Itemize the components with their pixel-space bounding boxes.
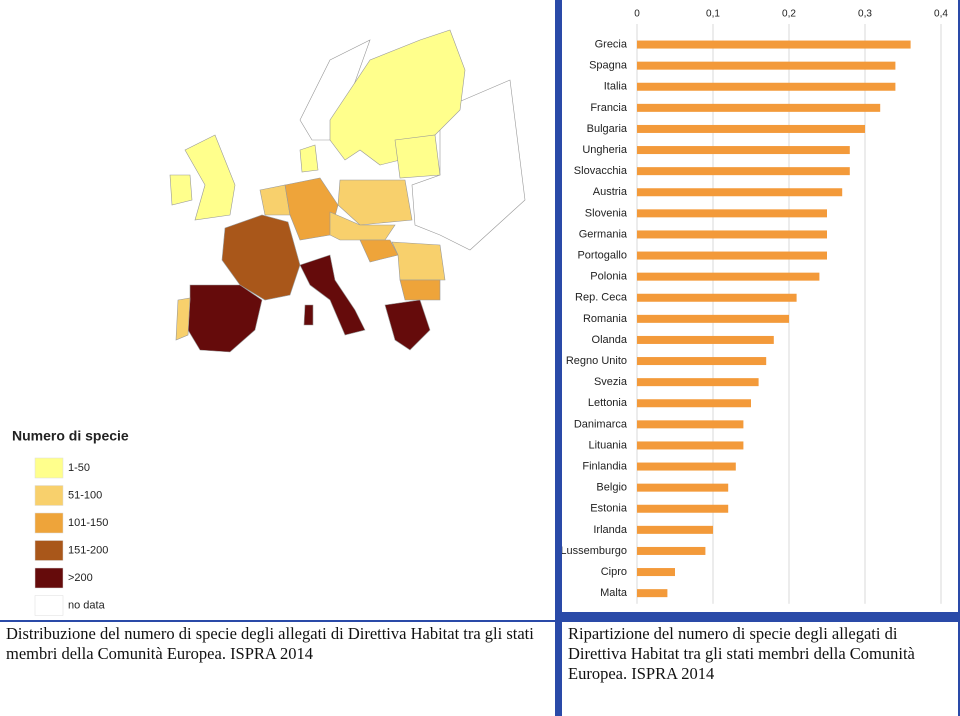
bar [637,546,706,555]
y-tick-label: Portogallo [577,249,627,261]
legend-label: 51-100 [68,489,102,501]
bar [637,589,668,598]
map: Numero di specie 1-50 51-100 101-150 151-20… [12,29,526,616]
y-tick-label: Finlandia [582,460,628,472]
x-tick-label: 0,3 [858,9,872,20]
bar [637,40,911,49]
y-tick-label: Germania [579,228,628,240]
bar [637,61,896,70]
y-tick-label: Lussemburgo [562,545,627,557]
caption: Ripartizione del numero di specie degli … [562,622,958,716]
y-tick-label: Slovacchia [574,165,628,177]
countries [169,29,526,353]
bar [637,103,881,112]
bar [637,525,713,534]
bar [637,146,850,155]
y-tick-label: Belgio [596,482,627,494]
y-tick-label: Polonia [590,271,628,283]
y-tick-label: Grecia [595,38,628,50]
bar [637,293,797,302]
y-tick-label: Cipro [601,566,627,578]
y-tick-label: Svezia [594,376,628,388]
y-tick-label: Spagna [589,60,628,72]
y-tick-label: Irlanda [593,524,628,536]
bar [637,378,759,387]
chart: 0 0,1 0,2 0,3 0,4 Grecia Spagna Italia Francia Bu… [560,9,948,604]
y-tick-label: Rep. Ceca [575,292,628,304]
legend-label: 101-150 [68,517,108,529]
y-tick-label: Ungheria [582,144,628,156]
y-tick-label: Austria [593,186,628,198]
legend-swatch [34,512,64,534]
bar [637,357,767,366]
y-tick-label: Romania [583,313,628,325]
bar [637,272,820,281]
x-tick-label: 0,2 [782,9,796,20]
bar [637,251,827,260]
country [399,279,441,301]
caption: Distribuzione del numero di specie degli… [0,622,555,716]
y-tick-label: Lituania [588,439,627,451]
y-tick-label: Malta [600,587,628,599]
x-tick-label: 0 [634,9,640,20]
y-tick-label: Regno Unito [566,355,627,367]
country [169,174,193,206]
country [175,297,191,341]
legend-swatch [34,457,64,479]
country [299,144,319,173]
legend-title: Numero di specie [12,428,129,444]
bar [637,483,729,492]
bar [637,188,843,197]
country [187,284,263,353]
legend-swatch [34,540,64,561]
country [299,254,366,336]
country [184,134,236,221]
y-tick-label: Danimarca [574,418,628,430]
bar [637,209,827,218]
legend-label: 1-50 [68,462,90,474]
y-tick-label: Lettonia [588,397,628,409]
y-tick-label: Slovenia [585,207,628,219]
legend-label: no data [68,599,106,611]
country [391,241,446,281]
chart-panel: 0 0,1 0,2 0,3 0,4 Grecia Spagna Italia Francia Bu… [560,0,958,612]
bar [637,504,729,513]
bar [637,420,744,429]
bar [637,82,896,91]
bar [637,167,850,176]
legend-swatch [34,567,64,589]
y-tick-label: Olanda [592,334,628,346]
legend-swatch [34,485,64,506]
y-tick-label: Bulgaria [587,123,628,135]
x-tick-label: 0,1 [706,9,720,20]
bar [637,314,789,323]
bar [637,124,865,133]
country [221,214,301,301]
bar [637,462,736,471]
x-tick-label: 0,4 [934,9,948,20]
y-tick-label: Italia [604,81,628,93]
bar [637,441,744,450]
country [337,179,413,226]
y-tick-label: Estonia [590,503,628,515]
country [303,304,314,326]
legend-label: 151-200 [68,544,108,556]
bar [637,230,827,239]
bar [637,568,675,577]
country [384,299,431,351]
y-tick-label: Francia [590,102,628,114]
bar [637,399,751,408]
legend-swatch [34,595,64,616]
legend-label: >200 [68,572,93,584]
map-panel: Numero di specie 1-50 51-100 101-150 151-20… [0,0,555,620]
country [394,134,441,179]
bar [637,335,774,344]
